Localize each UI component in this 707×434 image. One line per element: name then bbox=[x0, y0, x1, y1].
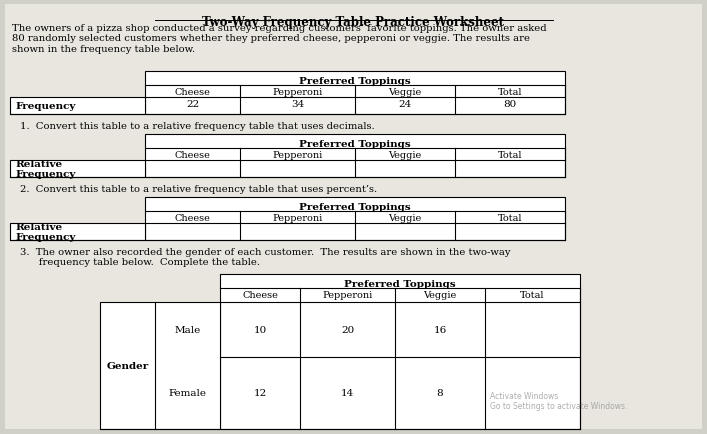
Text: Relative
Frequency: Relative Frequency bbox=[15, 222, 76, 242]
Text: Veggie: Veggie bbox=[388, 88, 421, 97]
Bar bbox=[10, 98, 145, 115]
Text: Frequency: Frequency bbox=[15, 102, 76, 111]
Text: 10: 10 bbox=[253, 325, 267, 334]
Text: Cheese: Cheese bbox=[242, 290, 278, 299]
Text: Preferred Toppings: Preferred Toppings bbox=[344, 279, 456, 288]
Text: Pepperoni: Pepperoni bbox=[272, 88, 322, 97]
Text: Total: Total bbox=[498, 214, 522, 223]
Text: Preferred Toppings: Preferred Toppings bbox=[299, 203, 411, 211]
Text: Preferred Toppings: Preferred Toppings bbox=[299, 140, 411, 149]
Text: Total: Total bbox=[498, 151, 522, 160]
Bar bbox=[220, 274, 580, 429]
Text: 34: 34 bbox=[291, 100, 304, 109]
Text: Cheese: Cheese bbox=[175, 88, 211, 97]
Text: 22: 22 bbox=[186, 100, 199, 109]
Text: Pepperoni: Pepperoni bbox=[322, 290, 373, 299]
FancyBboxPatch shape bbox=[5, 5, 702, 429]
Text: Pepperoni: Pepperoni bbox=[272, 214, 322, 223]
Text: Preferred Toppings: Preferred Toppings bbox=[299, 77, 411, 86]
Text: The owners of a pizza shop conducted a survey regarding customers’ favorite topp: The owners of a pizza shop conducted a s… bbox=[12, 24, 547, 54]
Text: Cheese: Cheese bbox=[175, 151, 211, 160]
Text: Relative
Frequency: Relative Frequency bbox=[15, 159, 76, 179]
Text: Total: Total bbox=[498, 88, 522, 97]
Bar bbox=[10, 161, 145, 178]
Text: 12: 12 bbox=[253, 388, 267, 398]
Text: 80: 80 bbox=[503, 100, 517, 109]
Text: Male: Male bbox=[175, 325, 201, 334]
Text: Gender: Gender bbox=[106, 361, 148, 370]
Text: Total: Total bbox=[520, 290, 545, 299]
Text: Pepperoni: Pepperoni bbox=[272, 151, 322, 160]
Bar bbox=[100, 302, 220, 429]
Text: Cheese: Cheese bbox=[175, 214, 211, 223]
Text: 16: 16 bbox=[433, 325, 447, 334]
Text: Veggie: Veggie bbox=[423, 290, 457, 299]
Text: Female: Female bbox=[168, 388, 206, 398]
Bar bbox=[145, 72, 565, 115]
Text: 3.  The owner also recorded the gender of each customer.  The results are shown : 3. The owner also recorded the gender of… bbox=[20, 247, 510, 267]
Text: 14: 14 bbox=[341, 388, 354, 398]
Text: Veggie: Veggie bbox=[388, 151, 421, 160]
Text: 2.  Convert this table to a relative frequency table that uses percent’s.: 2. Convert this table to a relative freq… bbox=[20, 184, 377, 194]
Text: 20: 20 bbox=[341, 325, 354, 334]
Bar bbox=[10, 224, 145, 240]
Text: 1.  Convert this table to a relative frequency table that uses decimals.: 1. Convert this table to a relative freq… bbox=[20, 122, 375, 131]
Bar bbox=[145, 197, 565, 240]
Text: Activate Windows
Go to Settings to activate Windows.: Activate Windows Go to Settings to activ… bbox=[490, 391, 627, 411]
Bar bbox=[145, 135, 565, 178]
Text: Veggie: Veggie bbox=[388, 214, 421, 223]
Text: Two-Way Frequency Table Practice Worksheet: Two-Way Frequency Table Practice Workshe… bbox=[202, 16, 504, 29]
Text: 24: 24 bbox=[398, 100, 411, 109]
Text: 8: 8 bbox=[437, 388, 443, 398]
